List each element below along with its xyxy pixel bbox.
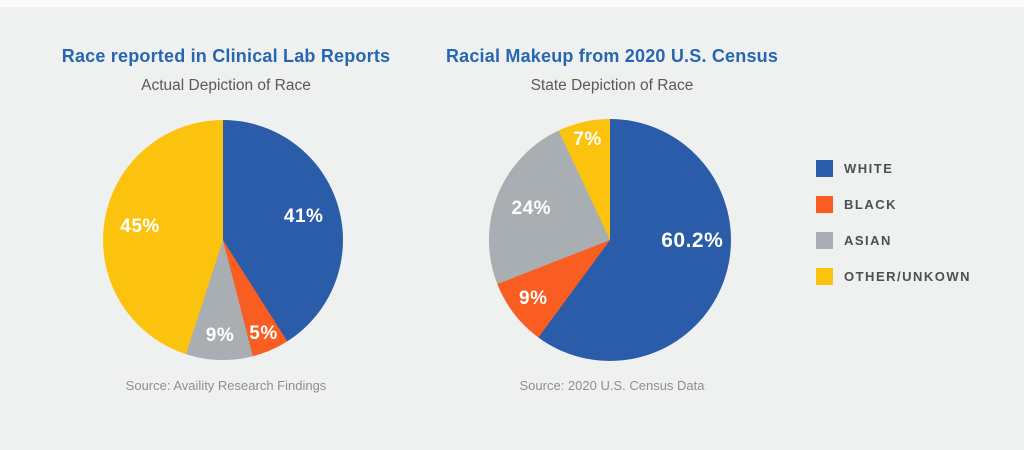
pie-slice-label: 60.2% <box>661 229 724 253</box>
chart-source: Source: 2020 U.S. Census Data <box>519 378 705 393</box>
pie-slice-label: 45% <box>120 215 160 237</box>
legend-label: ASIAN <box>844 233 892 248</box>
chart-title: Race reported in Clinical Lab Reports <box>61 46 391 66</box>
legend-item-other-unkown: OTHER/UNKOWN <box>816 268 971 285</box>
legend-swatch-icon <box>816 196 833 213</box>
pie-slice-label: 7% <box>573 128 602 150</box>
chart-subtitle: Actual Depiction of Race <box>141 77 311 94</box>
legend-swatch-icon <box>816 160 833 177</box>
legend-label: BLACK <box>844 197 897 212</box>
legend-item-white: WHITE <box>816 160 971 177</box>
legend-label: OTHER/UNKOWN <box>844 269 972 284</box>
pie-slice-label: 9% <box>519 287 548 309</box>
pie-chart-census: 60.2% 9% 24% 7% <box>489 119 731 361</box>
legend-item-asian: ASIAN <box>816 232 971 249</box>
legend-swatch-icon <box>816 232 833 249</box>
chart-subtitle: State Depiction of Race <box>530 77 694 94</box>
top-strip <box>0 0 1024 7</box>
pie-chart-lab-reports: 41% 5% 9% 45% <box>103 120 343 360</box>
pie-slice-label: 24% <box>511 197 552 219</box>
legend: WHITE BLACK ASIAN OTHER/UNKOWN <box>816 160 971 304</box>
pie-slice-label: 41% <box>283 205 324 227</box>
legend-label: WHITE <box>844 161 894 176</box>
pie-slice-label: 9% <box>205 324 235 346</box>
chart-title: Racial Makeup from 2020 U.S. Census <box>445 46 779 66</box>
legend-swatch-icon <box>816 268 833 285</box>
legend-item-black: BLACK <box>816 196 971 213</box>
chart-source: Source: Availity Research Findings <box>125 378 327 393</box>
pie-slice-label: 5% <box>249 322 278 344</box>
